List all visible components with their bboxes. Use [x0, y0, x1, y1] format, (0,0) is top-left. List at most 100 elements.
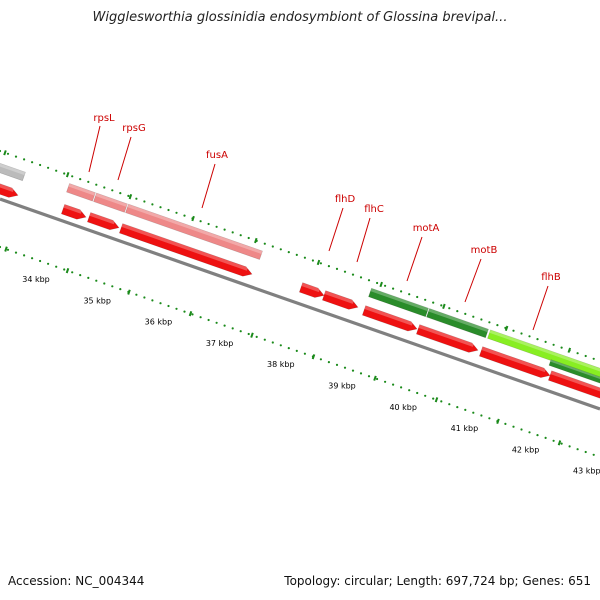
- tick-dot: [287, 347, 290, 350]
- tick-dot: [472, 315, 475, 318]
- gene-label-motB: motB: [471, 245, 498, 256]
- tick-dot: [584, 354, 587, 358]
- tick-dot: [319, 358, 322, 361]
- tick-dot: [135, 293, 138, 296]
- major-tick: [254, 237, 258, 244]
- major-tick: [379, 281, 383, 288]
- tick-dot: [199, 316, 202, 319]
- tick-dot: [359, 276, 363, 279]
- gene-label-group: rpsL rpsG fusA flhD flhC motA motB flhB: [88, 113, 561, 331]
- gene-label-motA: motA: [413, 223, 440, 234]
- tick-dot: [14, 155, 18, 158]
- tick-dot: [536, 434, 539, 437]
- tick-dot: [472, 411, 475, 414]
- feature-band-inner: [0, 182, 600, 399]
- major-tick: [434, 397, 439, 403]
- major-tick: [504, 325, 509, 332]
- tick-dot: [159, 206, 162, 209]
- tick-dot: [384, 284, 387, 287]
- tick-dot: [424, 394, 427, 397]
- tick-dot: [408, 389, 411, 392]
- tick-dot: [480, 318, 483, 321]
- outer-tick-ring: [0, 149, 595, 360]
- major-tick: [442, 303, 446, 310]
- tick-dot: [247, 332, 250, 336]
- major-tick: [65, 171, 70, 178]
- tick-dot: [143, 296, 146, 299]
- tick-dot: [440, 304, 443, 307]
- tick-dot: [464, 408, 467, 411]
- kbp-label: 38 kbp: [267, 360, 295, 369]
- gene-leader-line: [356, 217, 371, 263]
- tick-dot: [384, 380, 387, 383]
- tick-dot: [327, 265, 330, 268]
- tick-dot: [47, 262, 50, 265]
- tick-dot: [0, 245, 2, 249]
- tick-dot: [79, 178, 82, 181]
- tick-dot: [440, 400, 443, 403]
- tick-dot: [55, 169, 58, 172]
- tick-dot: [151, 299, 154, 302]
- tick-dot: [448, 403, 451, 406]
- tick-dot: [552, 439, 555, 442]
- tick-dot: [55, 265, 58, 268]
- tick-dot: [504, 422, 507, 425]
- map-title: Wigglesworthia glossinidia endosymbiont …: [92, 10, 508, 25]
- tick-dot: [568, 445, 571, 448]
- tick-dot: [223, 228, 226, 231]
- major-tick: [496, 418, 500, 425]
- kbp-label: 40 kbp: [389, 403, 417, 412]
- gene-arrow: [361, 305, 418, 332]
- tick-dot: [560, 442, 563, 445]
- tick-dot: [103, 282, 106, 285]
- tick-dot: [183, 214, 186, 217]
- tick-dot: [71, 271, 74, 274]
- tick-dot: [119, 288, 122, 291]
- tick-dot: [279, 344, 282, 347]
- major-tick: [128, 193, 133, 200]
- tick-dot: [512, 425, 515, 428]
- major-tick: [191, 215, 195, 222]
- tick-dot: [464, 312, 467, 315]
- tick-dot: [335, 363, 339, 366]
- tick-dot: [63, 172, 66, 175]
- tick-dot: [351, 273, 355, 276]
- gene-leader-line: [117, 136, 132, 181]
- tick-dot: [215, 225, 218, 228]
- tick-dot: [456, 310, 459, 313]
- tick-dot: [392, 287, 395, 290]
- tick-dot: [560, 346, 563, 349]
- tick-dot: [480, 414, 483, 417]
- major-tick: [188, 310, 193, 317]
- major-tick: [4, 246, 8, 252]
- gene-arrow: [60, 203, 87, 220]
- kbp-label: 39 kbp: [328, 382, 356, 391]
- tick-dot: [271, 341, 274, 344]
- major-tick: [311, 354, 316, 360]
- tick-dot: [536, 338, 539, 341]
- gene-arrow: [118, 223, 253, 277]
- kbp-label: 36 kbp: [145, 318, 173, 327]
- tick-dot: [279, 248, 282, 251]
- tick-dot: [408, 293, 411, 296]
- tick-dot: [175, 307, 178, 310]
- gene-label-rpsL: rpsL: [93, 113, 115, 124]
- feature-band-outer: [0, 161, 600, 387]
- tick-dot: [103, 186, 106, 189]
- gene-arrow: [298, 282, 325, 298]
- tick-dot: [231, 231, 234, 234]
- gene-leader-line: [328, 207, 344, 252]
- major-tick: [557, 440, 562, 446]
- tick-dot: [247, 236, 250, 240]
- gene-label-rpsG: rpsG: [122, 123, 145, 134]
- tick-dot: [14, 251, 18, 254]
- major-tick: [65, 267, 70, 274]
- tick-dot: [239, 330, 242, 333]
- gene-block-motB: [426, 308, 489, 339]
- tick-dot: [311, 259, 314, 262]
- tick-dot: [119, 192, 122, 195]
- kbp-label: 42 kbp: [512, 445, 540, 454]
- tick-dot: [287, 251, 290, 254]
- tick-dot: [23, 254, 26, 257]
